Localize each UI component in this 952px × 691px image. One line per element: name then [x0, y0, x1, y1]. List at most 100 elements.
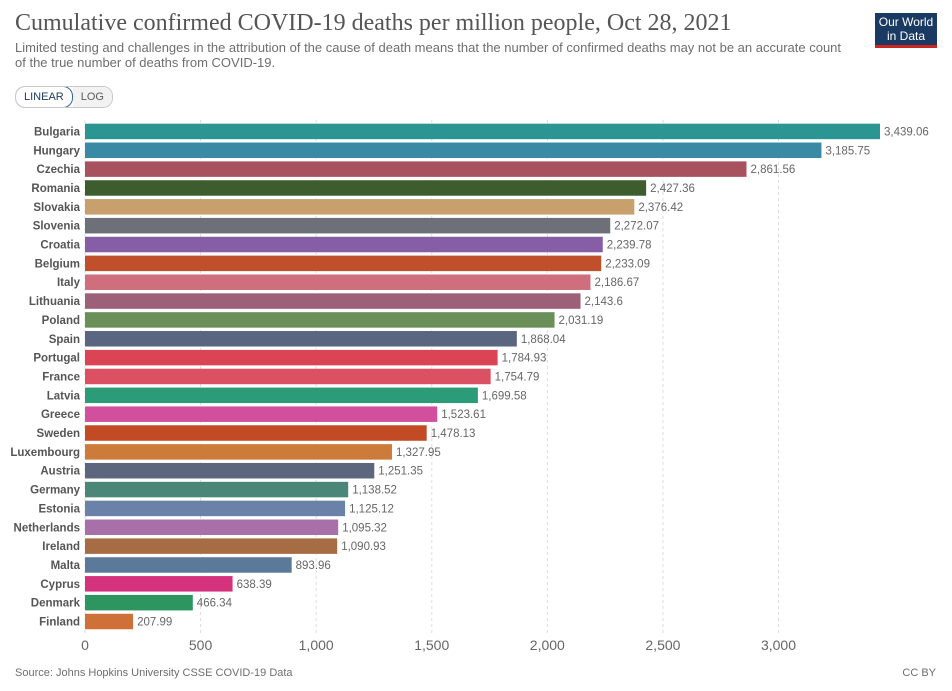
- value-label: 1,095.32: [342, 522, 387, 534]
- category-label: Germany: [30, 485, 80, 497]
- value-label: 2,239.78: [607, 240, 652, 252]
- category-label: Denmark: [31, 598, 81, 610]
- category-label: Estonia: [38, 503, 80, 515]
- value-label: 466.34: [197, 598, 233, 610]
- value-label: 3,185.75: [825, 145, 870, 157]
- value-label: 2,272.07: [614, 221, 659, 233]
- category-label: Czechia: [37, 164, 81, 176]
- chart-title: Cumulative confirmed COVID-19 deaths per…: [15, 10, 732, 36]
- x-axis: 0 500 1,000 1,500 2,000 2,500 3,000: [81, 637, 796, 653]
- value-label: 2,031.19: [559, 315, 604, 327]
- scale-toggle[interactable]: LINEAR LOG: [15, 86, 113, 108]
- bar: [85, 161, 747, 177]
- value-label: 1,251.35: [378, 466, 423, 478]
- category-label: Poland: [42, 315, 80, 327]
- bar: [85, 613, 134, 630]
- log-scale-button[interactable]: LOG: [72, 87, 112, 107]
- bar: [85, 538, 338, 554]
- value-label: 1,125.12: [349, 503, 394, 515]
- category-label: Austria: [40, 466, 80, 478]
- bar: [85, 481, 349, 498]
- bar: [85, 142, 822, 159]
- category-label: Greece: [41, 409, 80, 421]
- value-label: 1,090.93: [341, 541, 386, 553]
- x-tick-label: 3,000: [761, 637, 796, 653]
- bar: [85, 236, 603, 253]
- category-label: Slovenia: [33, 221, 81, 233]
- license-label[interactable]: CC BY: [902, 667, 936, 679]
- category-label: Malta: [51, 560, 81, 572]
- logo-line-1: Our World: [878, 15, 934, 29]
- logo-line-2: in Data: [886, 29, 926, 43]
- category-label: Belgium: [35, 258, 80, 270]
- category-label: Sweden: [37, 428, 80, 440]
- category-label: Finland: [39, 617, 80, 629]
- value-label: 3,439.06: [884, 126, 929, 138]
- category-label: Spain: [49, 334, 80, 346]
- bar: [85, 444, 392, 460]
- x-tick-label: 1,000: [299, 637, 334, 653]
- bar: [85, 500, 346, 517]
- value-label: 2,143.6: [585, 296, 623, 308]
- chart-subtitle: Limited testing and challenges in the at…: [15, 40, 842, 70]
- value-label: 1,138.52: [352, 485, 397, 497]
- bar: [85, 123, 880, 140]
- bar: [85, 331, 517, 347]
- value-label: 1,699.58: [482, 390, 527, 402]
- value-label: 2,861.56: [751, 164, 796, 176]
- bar: [85, 519, 339, 536]
- value-label: 1,523.61: [441, 409, 486, 421]
- value-label: 893.96: [296, 560, 331, 572]
- x-tick-label: 500: [189, 637, 213, 653]
- value-label: 1,754.79: [495, 371, 540, 383]
- value-label: 1,327.95: [396, 447, 441, 459]
- bar: [85, 349, 498, 366]
- x-tick-label: 0: [81, 637, 89, 653]
- bar: [85, 293, 581, 309]
- category-label: Slovakia: [33, 202, 80, 214]
- value-label: 1,868.04: [521, 334, 566, 346]
- bar: [85, 462, 375, 479]
- bar: [85, 255, 602, 272]
- x-tick-label: 2,500: [645, 637, 680, 653]
- category-label: Romania: [31, 183, 80, 195]
- bar: [85, 368, 491, 385]
- category-label: Latvia: [47, 390, 81, 402]
- category-label: Lithuania: [29, 296, 81, 308]
- value-label: 638.39: [237, 579, 272, 591]
- category-label: Croatia: [40, 240, 80, 252]
- owid-logo[interactable]: Our World in Data: [875, 13, 937, 48]
- bar: [85, 180, 647, 196]
- category-label: Italy: [57, 277, 81, 289]
- x-tick-label: 1,500: [414, 637, 449, 653]
- bar: [85, 425, 427, 441]
- category-label: France: [42, 371, 80, 383]
- category-label: Hungary: [33, 145, 80, 157]
- category-label: Portugal: [33, 353, 80, 365]
- category-label: Ireland: [42, 541, 80, 553]
- linear-scale-button[interactable]: LINEAR: [15, 87, 73, 107]
- bar: [85, 594, 193, 611]
- value-label: 2,427.36: [650, 183, 695, 195]
- value-label: 1,478.13: [431, 428, 476, 440]
- bars: Bulgaria 3,439.06 Hungary 3,185.75 Czechia 2,…: [10, 123, 929, 630]
- bar: [85, 199, 635, 215]
- x-tick-label: 2,000: [530, 637, 565, 653]
- value-label: 2,376.42: [638, 202, 683, 214]
- source-note: Source: Johns Hopkins University CSSE CO…: [15, 667, 293, 679]
- bar: [85, 312, 555, 328]
- bar: [85, 387, 478, 404]
- bar: [85, 576, 233, 592]
- category-label: Netherlands: [14, 522, 80, 534]
- category-label: Luxembourg: [10, 447, 80, 459]
- category-label: Bulgaria: [34, 126, 81, 138]
- value-label: 207.99: [137, 617, 172, 629]
- bar: [85, 217, 611, 234]
- value-label: 2,233.09: [605, 258, 650, 270]
- value-label: 1,784.93: [502, 353, 547, 365]
- value-label: 2,186.67: [594, 277, 639, 289]
- bar: [85, 274, 591, 290]
- bar: [85, 406, 438, 422]
- category-label: Cyprus: [40, 579, 80, 591]
